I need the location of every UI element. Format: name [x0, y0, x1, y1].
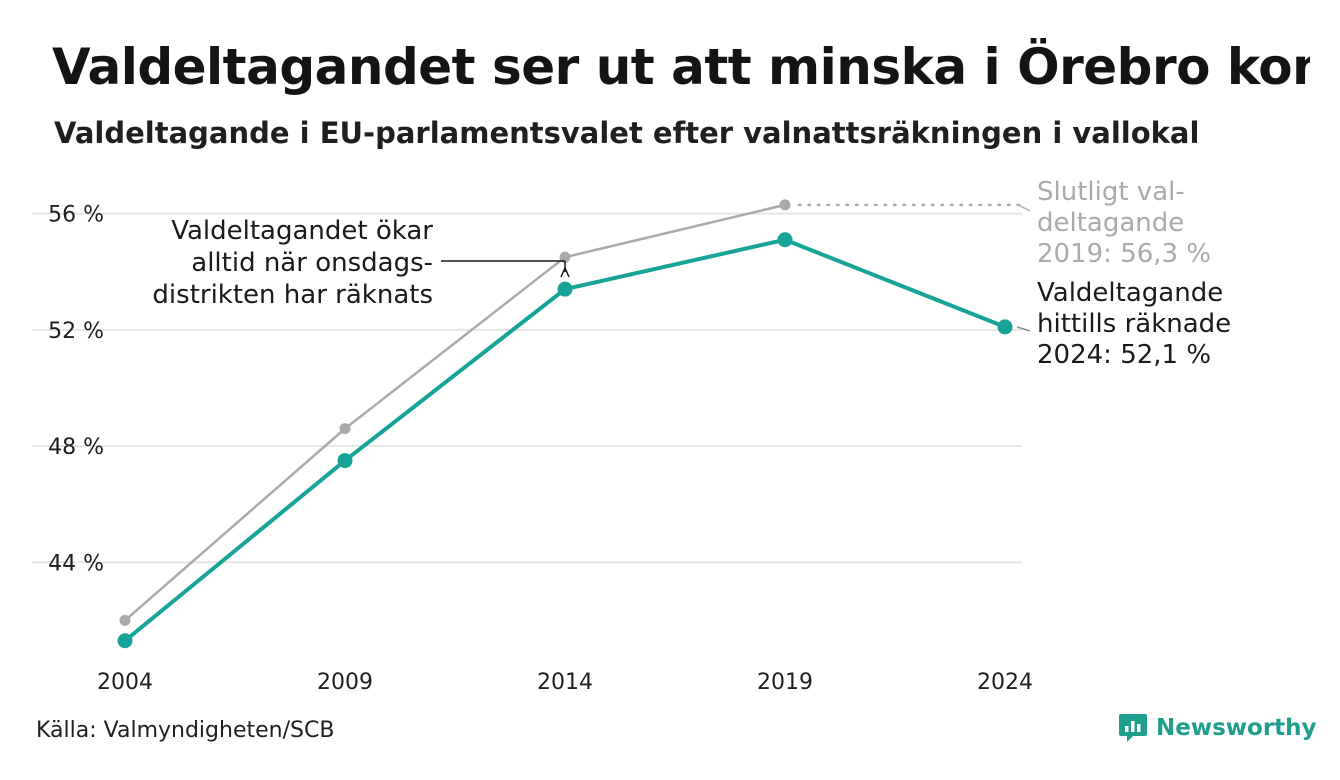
final-2019-connector — [1017, 204, 1031, 212]
series-point-counted — [777, 232, 793, 248]
source-note: Källa: Valmyndigheten/SCB — [36, 718, 335, 743]
counted-2024-connector — [1016, 326, 1031, 332]
series-point-final — [559, 251, 571, 263]
series-line-final — [123, 203, 787, 622]
series — [117, 199, 1013, 649]
chart-bubble-icon — [1119, 714, 1147, 742]
series-point-final — [779, 199, 791, 211]
annotation-counted-2024-line: hittills räknade — [1037, 309, 1231, 339]
y-tick-label: 56 % — [48, 203, 104, 228]
brand-name: Newsworthy — [1156, 715, 1317, 741]
annotation-counted-2024-line: Valdeltagande — [1037, 278, 1223, 308]
series-point-final — [339, 423, 351, 435]
x-tick-label: 2019 — [757, 670, 813, 695]
annotation-wednesday-line: distrikten har räknats — [152, 280, 433, 310]
y-tick-label: 52 % — [48, 319, 104, 344]
brand-logo[interactable]: Newsworthy — [1118, 712, 1317, 744]
x-tick-label: 2004 — [97, 670, 153, 695]
annotation-final-2019-line: deltagande — [1037, 208, 1184, 238]
annotation-counted-2024-line: 2024: 52,1 % — [1037, 340, 1211, 370]
annotation-wednesday-line: Valdeltagandet ökar — [171, 216, 433, 246]
series-point-counted — [337, 453, 353, 469]
gridlines — [32, 212, 1022, 564]
y-axis-ticks: 44 % 48 % 52 % 56 % — [48, 203, 104, 577]
series-point-counted — [557, 281, 573, 297]
series-point-counted — [997, 319, 1013, 335]
wednesday-arrow-head — [560, 266, 570, 278]
y-tick-label: 44 % — [48, 551, 104, 576]
chart-title: Valdeltagandet ser ut att minska i Örebr… — [52, 38, 1310, 96]
y-tick-label: 48 % — [48, 435, 104, 460]
chart-subtitle: Valdeltagande i EU-parlamentsvalet efter… — [54, 116, 1200, 150]
x-tick-label: 2024 — [977, 670, 1033, 695]
series-point-counted — [117, 633, 133, 649]
annotation-final-2019-line: 2019: 56,3 % — [1037, 239, 1211, 269]
annotation-wednesday-line: alltid när onsdags- — [191, 248, 433, 278]
series-point-final — [119, 614, 131, 626]
annotation-final-2019-line: Slutligt val- — [1037, 177, 1185, 207]
x-axis-ticks: 2004 2009 2014 2019 2024 — [97, 670, 1033, 695]
x-tick-label: 2009 — [317, 670, 373, 695]
x-tick-label: 2014 — [537, 670, 593, 695]
